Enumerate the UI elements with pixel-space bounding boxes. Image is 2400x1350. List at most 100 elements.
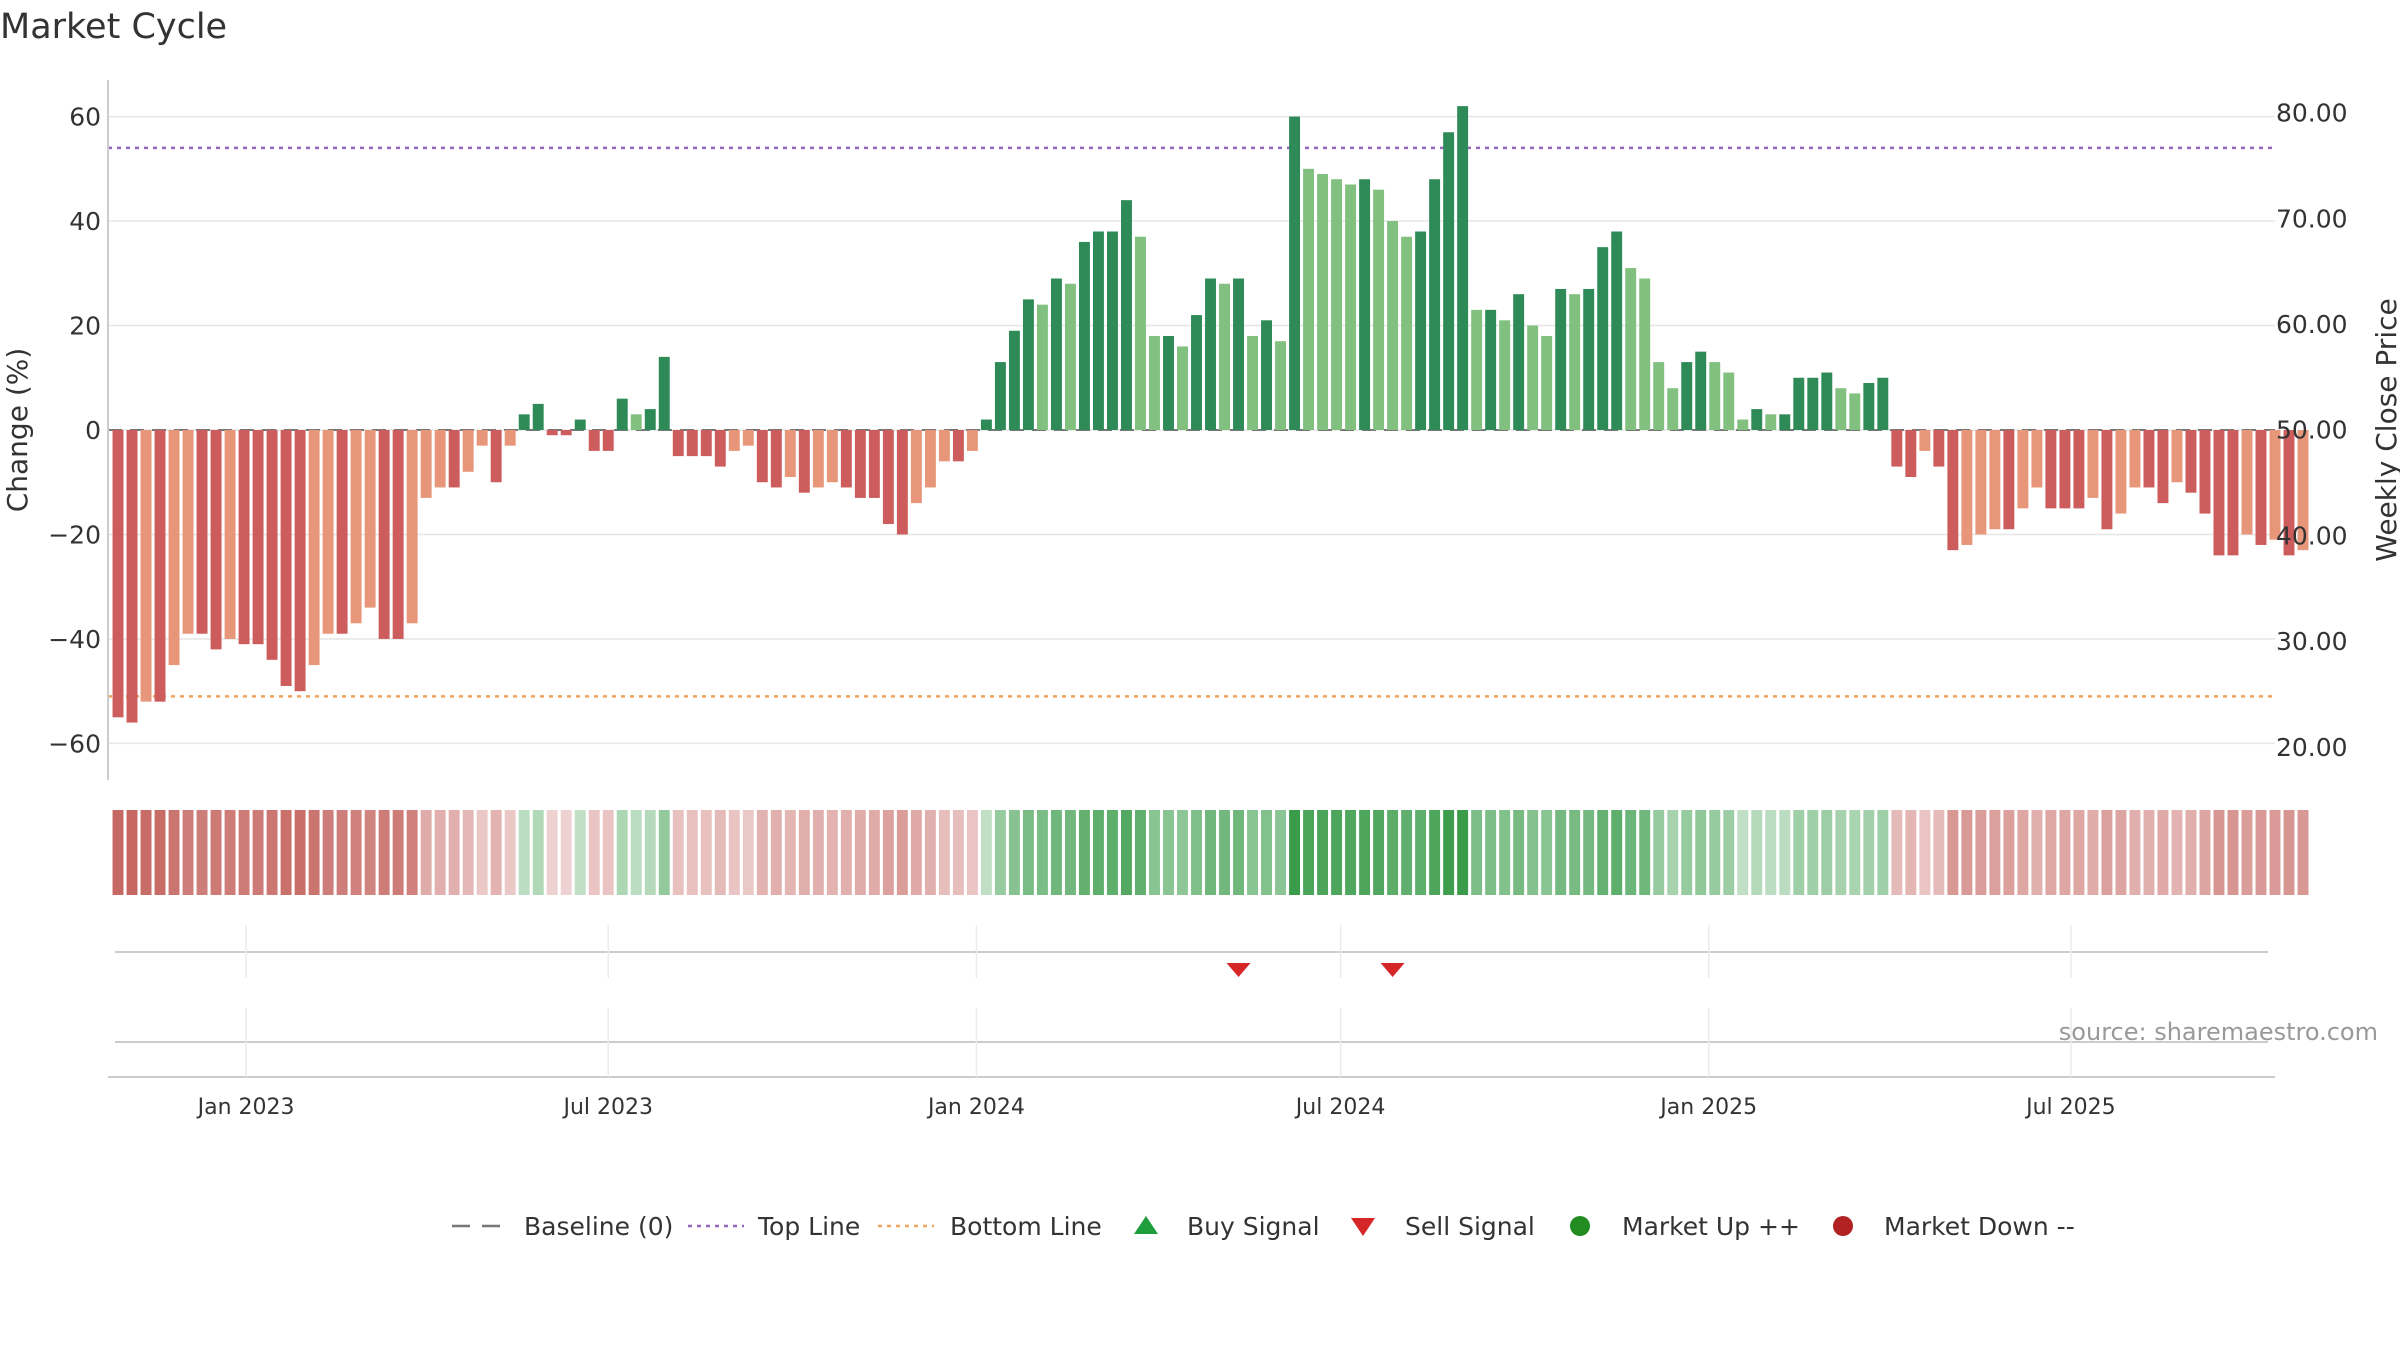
bar xyxy=(742,430,754,446)
strip-cell xyxy=(1947,810,1959,895)
strip-cell xyxy=(1317,810,1329,895)
bar xyxy=(308,430,320,666)
bar xyxy=(448,430,460,488)
bar xyxy=(2073,430,2085,509)
bar xyxy=(1625,268,1637,430)
bar xyxy=(700,430,712,457)
bar xyxy=(1709,362,1721,430)
strip-cell xyxy=(1513,810,1525,895)
bar xyxy=(1555,288,1567,430)
bar xyxy=(1863,382,1875,430)
strip-cell xyxy=(2045,810,2057,895)
bar xyxy=(1429,179,1441,430)
bar xyxy=(798,430,810,493)
strip-cell xyxy=(588,810,600,895)
bar xyxy=(2101,430,2113,530)
bar xyxy=(1471,309,1483,430)
bar xyxy=(1583,288,1595,430)
strip-cell xyxy=(196,810,208,895)
bar xyxy=(490,430,502,483)
strip-cell xyxy=(476,810,488,895)
strip-cell xyxy=(1919,810,1931,895)
x-tick-label: Jul 2024 xyxy=(1294,1095,1386,1120)
strip-cell xyxy=(700,810,712,895)
bar xyxy=(812,430,824,488)
strip-cell xyxy=(2087,810,2099,895)
bar xyxy=(1975,430,1987,535)
strip-cell xyxy=(980,810,992,895)
bar xyxy=(840,430,852,488)
strip-cell xyxy=(1625,810,1637,895)
y2-tick-label: 70.00 xyxy=(2276,204,2348,233)
strip-cell xyxy=(1373,810,1385,895)
x-tick-label: Jan 2025 xyxy=(1658,1095,1757,1120)
strip-cell xyxy=(1387,810,1399,895)
strip-cell xyxy=(1078,810,1090,895)
bar xyxy=(322,430,334,634)
strip-cell xyxy=(2269,810,2281,895)
bar xyxy=(686,430,698,457)
bar xyxy=(1373,189,1385,430)
strip-cell xyxy=(770,810,782,895)
strip-cell xyxy=(714,810,726,895)
strip-cell xyxy=(364,810,376,895)
strip-cell xyxy=(616,810,628,895)
strip-cell xyxy=(2241,810,2253,895)
strip-cell xyxy=(1247,810,1258,895)
bar xyxy=(1177,346,1188,430)
strip-cell xyxy=(322,810,334,895)
strip-cell xyxy=(728,810,740,895)
bar xyxy=(2199,430,2211,514)
bar xyxy=(364,430,376,608)
bar xyxy=(952,430,964,462)
strip-cell xyxy=(966,810,978,895)
strip-cell xyxy=(1036,810,1048,895)
bar xyxy=(826,430,838,483)
bar xyxy=(2283,430,2295,556)
strip-cell xyxy=(126,810,138,895)
bar xyxy=(224,430,236,639)
strip-cell xyxy=(1092,810,1104,895)
strip-cell xyxy=(1639,810,1651,895)
bar xyxy=(182,430,194,634)
bar xyxy=(1345,184,1357,430)
bar xyxy=(1163,335,1174,430)
legend-swatch xyxy=(1134,1216,1158,1234)
bar xyxy=(1457,106,1469,431)
strip-cell xyxy=(1709,810,1721,895)
bar xyxy=(1681,362,1693,430)
bar xyxy=(1639,278,1651,430)
strip-cell xyxy=(252,810,264,895)
bar xyxy=(2255,430,2267,545)
bar xyxy=(1807,377,1819,430)
market-track xyxy=(108,1008,2275,1078)
bar xyxy=(1415,231,1427,430)
bar xyxy=(434,430,446,488)
strip-cell xyxy=(1905,810,1917,895)
strip-cell xyxy=(910,810,922,895)
bar xyxy=(1919,430,1931,451)
bar xyxy=(2297,430,2309,551)
bar xyxy=(1121,200,1132,430)
bar xyxy=(1737,419,1749,430)
strip-cell xyxy=(2185,810,2197,895)
strip-cell xyxy=(868,810,880,895)
strip-cell xyxy=(280,810,292,895)
bar xyxy=(238,430,250,645)
bar xyxy=(406,430,418,624)
strip-cell xyxy=(2283,810,2295,895)
bar xyxy=(1331,179,1343,430)
sell-signal-marker xyxy=(1226,963,1251,977)
y-tick-label: 20 xyxy=(69,312,101,341)
bar xyxy=(1008,330,1020,430)
y-axis-left-label: Change (%) xyxy=(1,348,34,513)
strip-cell xyxy=(742,810,754,895)
bar xyxy=(2213,430,2225,556)
bar xyxy=(1036,304,1048,430)
strip-cell xyxy=(840,810,852,895)
bar xyxy=(770,430,782,488)
bar xyxy=(1695,351,1707,430)
strip-cell xyxy=(1737,810,1749,895)
bar xyxy=(1275,341,1287,430)
